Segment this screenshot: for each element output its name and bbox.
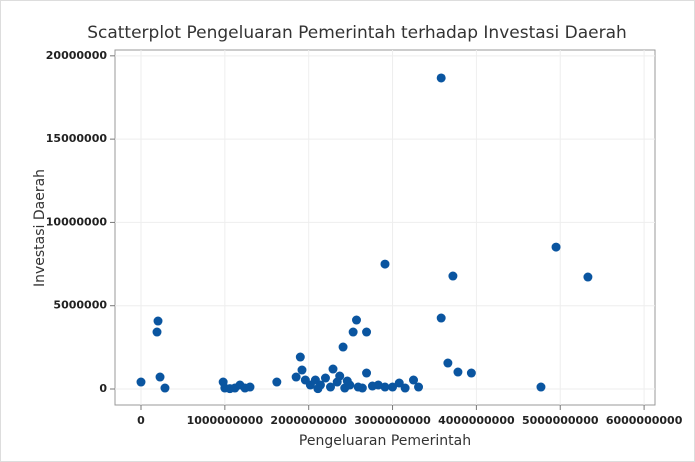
point [436, 313, 446, 323]
point [348, 327, 358, 337]
point [291, 372, 301, 382]
point [152, 327, 162, 337]
point [448, 271, 458, 281]
point [297, 365, 307, 375]
point [466, 368, 476, 378]
x-tick-label: 1000000000 [187, 414, 264, 427]
point [443, 358, 453, 368]
y-axis-label: Investasi Daerah [32, 169, 48, 287]
point [536, 382, 546, 392]
point [315, 380, 325, 390]
x-tick-label: 6000000000 [606, 414, 683, 427]
point [328, 364, 338, 374]
point [583, 272, 593, 282]
y-tick-label: 15000000 [46, 132, 108, 145]
point [362, 368, 372, 378]
point [155, 372, 165, 382]
point [136, 377, 146, 387]
point [295, 352, 305, 362]
point [551, 242, 561, 252]
point [388, 382, 398, 392]
point [351, 315, 361, 325]
point [436, 73, 446, 83]
point [160, 383, 170, 393]
point [409, 375, 419, 385]
x-tick-label: 3000000000 [354, 414, 431, 427]
y-tick-label: 10000000 [46, 215, 108, 228]
chart-title: Scatterplot Pengeluaran Pemerintah terha… [87, 23, 627, 43]
x-tick-label: 2000000000 [270, 414, 347, 427]
point [153, 316, 163, 326]
point [245, 382, 255, 392]
point [453, 367, 463, 377]
point [345, 380, 355, 390]
point [338, 342, 348, 352]
point [272, 377, 282, 387]
point [380, 382, 390, 392]
y-tick-label: 0 [99, 382, 107, 395]
point [414, 382, 424, 392]
point [335, 371, 345, 381]
point [325, 382, 335, 392]
point [362, 327, 372, 337]
y-tick-label: 20000000 [46, 49, 108, 62]
point [380, 259, 390, 269]
point [357, 383, 367, 393]
x-axis-label: Pengeluaran Pemerintah [299, 433, 471, 449]
point [320, 373, 330, 383]
y-tick-label: 5000000 [53, 299, 107, 312]
point [394, 378, 404, 388]
x-tick-label: 4000000000 [438, 414, 515, 427]
plot-area [114, 49, 656, 406]
x-tick-label: 5000000000 [522, 414, 599, 427]
point [400, 383, 410, 393]
x-tick-label: 0 [137, 414, 145, 427]
